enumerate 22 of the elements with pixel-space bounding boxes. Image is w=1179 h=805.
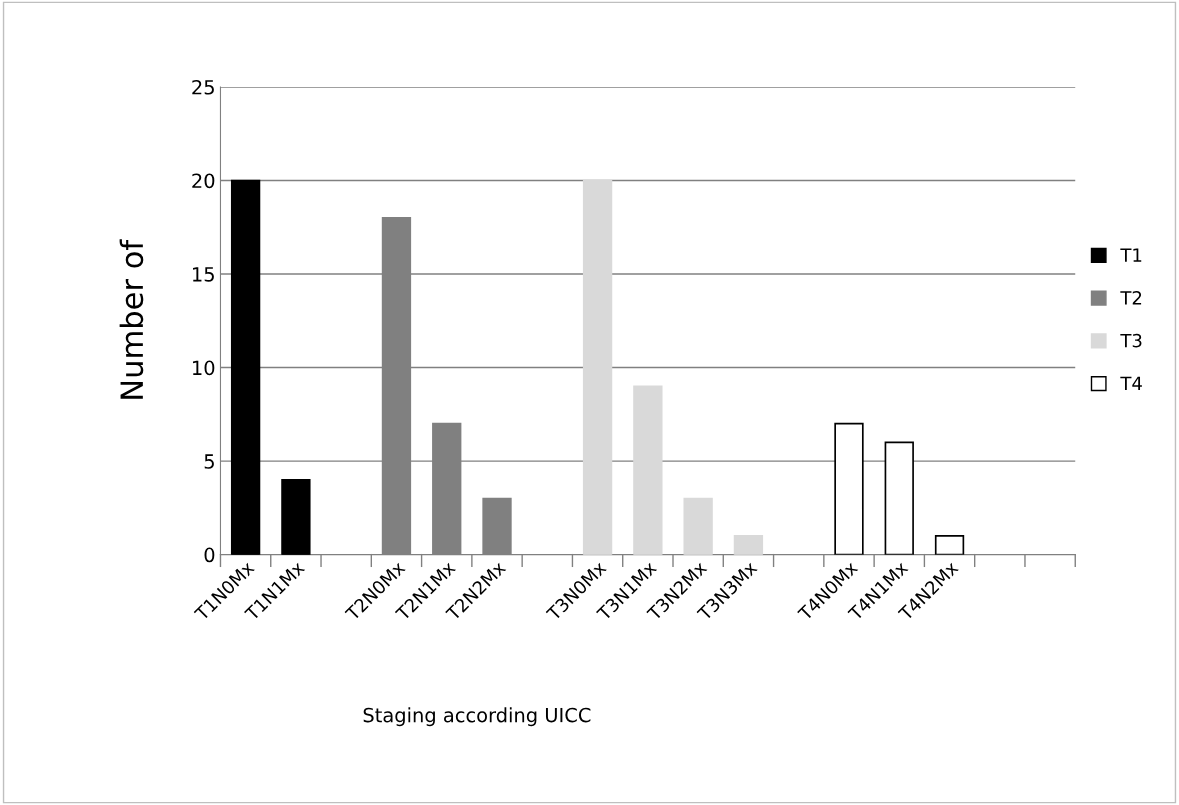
y-tick-label: 20 xyxy=(192,173,215,189)
y-tick-label: 5 xyxy=(204,454,214,469)
legend-label: T4 xyxy=(1120,376,1142,390)
bar xyxy=(230,179,261,555)
legend-label: T2 xyxy=(1120,291,1142,305)
legend-label: T1 xyxy=(1120,248,1142,262)
bar xyxy=(683,497,713,555)
y-tick-label: 10 xyxy=(193,360,215,376)
bar xyxy=(281,478,311,555)
legend-label: T3 xyxy=(1120,333,1142,348)
y-tick-label: 0 xyxy=(204,547,215,563)
bar xyxy=(934,535,965,555)
bar xyxy=(884,441,914,555)
y-axis-title: Number of xyxy=(119,239,144,399)
x-axis-title: Staging according UICC xyxy=(363,707,591,727)
bar xyxy=(582,179,613,555)
y-tick-label: 15 xyxy=(193,267,214,282)
bar xyxy=(733,535,764,555)
bar xyxy=(633,385,663,555)
y-tick-label: 25 xyxy=(192,79,214,95)
bar xyxy=(482,497,512,555)
bar xyxy=(834,422,864,555)
